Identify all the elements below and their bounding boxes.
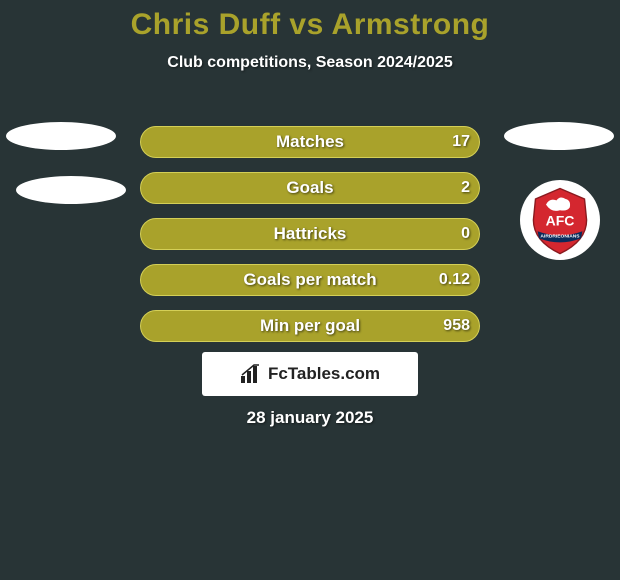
- footer-brand: FcTables.com: [202, 352, 418, 396]
- stat-row: Goals per match0.12: [0, 258, 620, 304]
- stat-label: Hattricks: [140, 218, 480, 250]
- stat-value-right: 0.12: [439, 264, 470, 296]
- stat-row: Hattricks0: [0, 212, 620, 258]
- stat-row: Goals2: [0, 166, 620, 212]
- date-text: 28 january 2025: [0, 408, 620, 428]
- stat-label: Min per goal: [140, 310, 480, 342]
- stat-value-right: 17: [452, 126, 470, 158]
- subtitle: Club competitions, Season 2024/2025: [0, 54, 620, 72]
- stat-label: Goals: [140, 172, 480, 204]
- stats-bars: Matches17Goals2Hattricks0Goals per match…: [0, 120, 620, 350]
- stat-label: Goals per match: [140, 264, 480, 296]
- stat-row: Matches17: [0, 120, 620, 166]
- stat-value-right: 2: [461, 172, 470, 204]
- stat-label: Matches: [140, 126, 480, 158]
- stat-value-right: 0: [461, 218, 470, 250]
- page-title: Chris Duff vs Armstrong: [0, 0, 620, 42]
- footer-brand-text: FcTables.com: [268, 364, 380, 384]
- stat-value-right: 958: [443, 310, 470, 342]
- comparison-infographic: Chris Duff vs Armstrong Club competition…: [0, 0, 620, 580]
- bars-icon: [240, 364, 262, 384]
- stat-row: Min per goal958: [0, 304, 620, 350]
